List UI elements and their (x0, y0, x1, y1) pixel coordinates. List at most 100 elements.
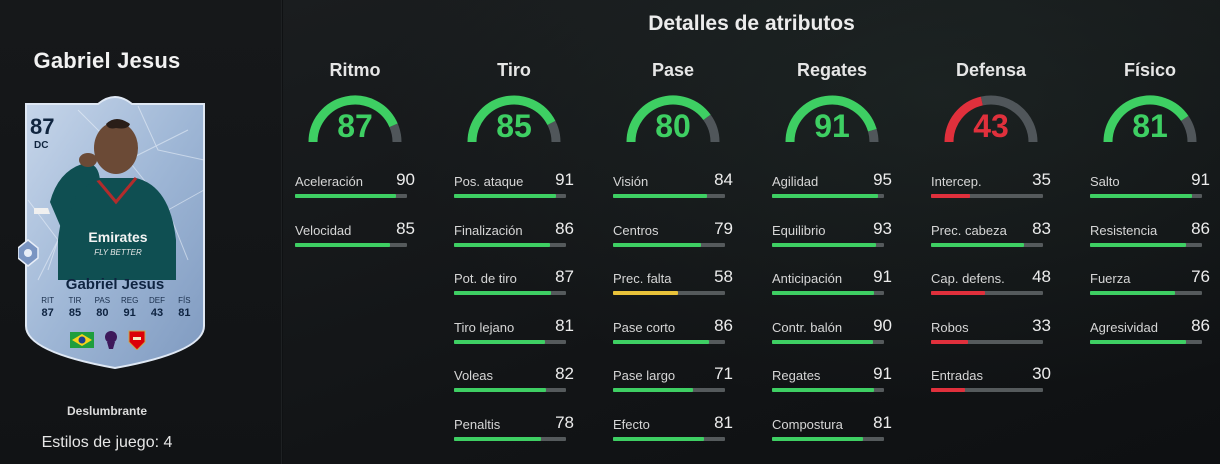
category-title: Regates (796, 60, 868, 80)
category-value: 91 (814, 108, 850, 144)
category-ritmo: Ritmo 87 Aceleración 90 Velocidad 85 (295, 60, 415, 261)
attribute-bar (931, 339, 1043, 344)
attribute-value: 81 (555, 315, 574, 335)
category-value: 81 (1132, 108, 1168, 144)
attribute-bar-fill (772, 242, 877, 247)
attribute-name: Aceleración (295, 174, 363, 189)
gauge-fill (308, 95, 398, 143)
attribute-list: Agilidad 95 Equilibrio 93 Anticipación 91 Cont… (772, 164, 892, 456)
playstyle-badge-icon (18, 239, 39, 267)
playstyles-count[interactable]: Estilos de juego: 4 (41, 434, 173, 451)
attribute-row: Cap. defens. 48 (931, 261, 1051, 310)
gauge-track (389, 123, 402, 143)
attribute-bar (772, 388, 884, 393)
category-gauge: 43 (941, 92, 1041, 154)
attribute-bar (1090, 291, 1202, 296)
gauge-track (1180, 115, 1197, 143)
attribute-row: Intercep. 35 (931, 164, 1051, 213)
attribute-bar (613, 436, 725, 441)
player-panel: Gabriel Jesus (0, 0, 282, 464)
boot-icon (34, 208, 50, 214)
attribute-bar (295, 194, 407, 198)
attribute-name: Velocidad (295, 222, 352, 238)
attribute-name: Salto (1090, 174, 1120, 189)
attribute-value: 91 (555, 170, 574, 189)
attribute-name: Prec. falta (613, 271, 672, 287)
playstyle-name[interactable]: Deslumbrante (66, 404, 148, 418)
gauge-track (867, 129, 879, 143)
attribute-bar (613, 194, 725, 198)
card-stat: TIR 85 (68, 296, 82, 319)
attribute-bar-fill (613, 242, 702, 247)
attribute-value: 48 (1032, 267, 1051, 287)
attribute-row: Contr. balón 90 (772, 310, 892, 359)
card-position: DC (34, 140, 49, 151)
attribute-name: Entradas (931, 368, 984, 384)
attribute-value: 71 (714, 364, 733, 384)
attribute-bar-fill (931, 194, 971, 198)
attribute-row: Pase corto 86 (613, 310, 733, 359)
attribute-bar-fill (772, 194, 879, 198)
brazil-flag-icon (70, 332, 94, 348)
attribute-row: Robos 33 (931, 310, 1051, 359)
svg-text:Emirates: Emirates (88, 229, 147, 245)
attribute-bar (1090, 339, 1202, 344)
attribute-bar (772, 339, 884, 344)
attribute-bar-fill (295, 242, 391, 247)
attribute-bar-fill (1090, 339, 1187, 344)
gauge-fill (1103, 95, 1189, 143)
attribute-bar-fill (454, 291, 552, 296)
attribute-bar (772, 291, 884, 296)
attribute-value: 90 (873, 315, 892, 335)
card-stat: FÍS 81 (178, 296, 191, 319)
category-gauge: 80 (623, 92, 723, 154)
attribute-name: Pase corto (613, 319, 676, 335)
attribute-row: Prec. cabeza 83 (931, 213, 1051, 262)
attribute-name: Pot. de tiro (454, 271, 517, 287)
attribute-value: 78 (555, 412, 574, 432)
category-físico: Físico 81 Salto 91 Resistencia 86 Fuerza 76 Agre… (1090, 60, 1210, 358)
card-stat: RIT 87 (41, 296, 55, 319)
attribute-name: Regates (772, 368, 821, 384)
attribute-bar-fill (772, 388, 874, 393)
attribute-value: 76 (1191, 267, 1210, 287)
category-title: Pase (651, 60, 695, 80)
category-defensa: Defensa 43 Intercep. 35 Prec. cabeza 83 Cap. d… (931, 60, 1051, 407)
attribute-bar (931, 194, 1043, 198)
league-logo-icon (105, 331, 117, 349)
attribute-bar (454, 194, 566, 198)
attribute-row: Agilidad 95 (772, 164, 892, 213)
attribute-bar-fill (1090, 242, 1187, 247)
attribute-row: Compostura 81 (772, 407, 892, 456)
attribute-row: Efecto 81 (613, 407, 733, 456)
attribute-name: Tiro lejano (454, 319, 515, 335)
attributes-panel (283, 0, 1220, 464)
category-gauge: 91 (782, 92, 882, 154)
player-card[interactable]: Emirates FLY BETTER 87 DC Gabriel Jesus … (18, 90, 212, 370)
attribute-bar (772, 242, 884, 247)
attribute-bar (454, 291, 566, 296)
attribute-name: Penaltis (454, 416, 501, 432)
category-tiro: Tiro 85 Pos. ataque 91 Finalización 86 Pot. de… (454, 60, 574, 456)
attribute-name: Compostura (772, 416, 843, 432)
attribute-value: 84 (714, 170, 733, 189)
category-gauge: 85 (464, 92, 564, 154)
attribute-bar-fill (931, 291, 985, 296)
card-badges (70, 330, 146, 350)
section-title: Detalles de atributos (648, 12, 855, 35)
club-crest-icon (128, 330, 146, 350)
attribute-bar (613, 339, 725, 344)
attribute-bar-fill (613, 339, 710, 344)
attribute-value: 86 (714, 315, 733, 335)
attribute-row: Agresividad 86 (1090, 310, 1210, 359)
attribute-name: Prec. cabeza (931, 222, 1007, 238)
category-value: 85 (496, 108, 532, 144)
attribute-row: Velocidad 85 (295, 213, 415, 262)
attribute-value: 85 (396, 218, 415, 238)
card-stat: PAS 80 (94, 296, 111, 319)
attribute-name: Agresividad (1090, 319, 1158, 335)
category-gauge: 81 (1100, 92, 1200, 154)
category-pase: Pase 80 Visión 84 Centros 79 Prec. falta 58 Pase… (613, 60, 733, 456)
card-player-name: Gabriel Jesus (65, 276, 165, 293)
gauge-track (547, 120, 561, 143)
